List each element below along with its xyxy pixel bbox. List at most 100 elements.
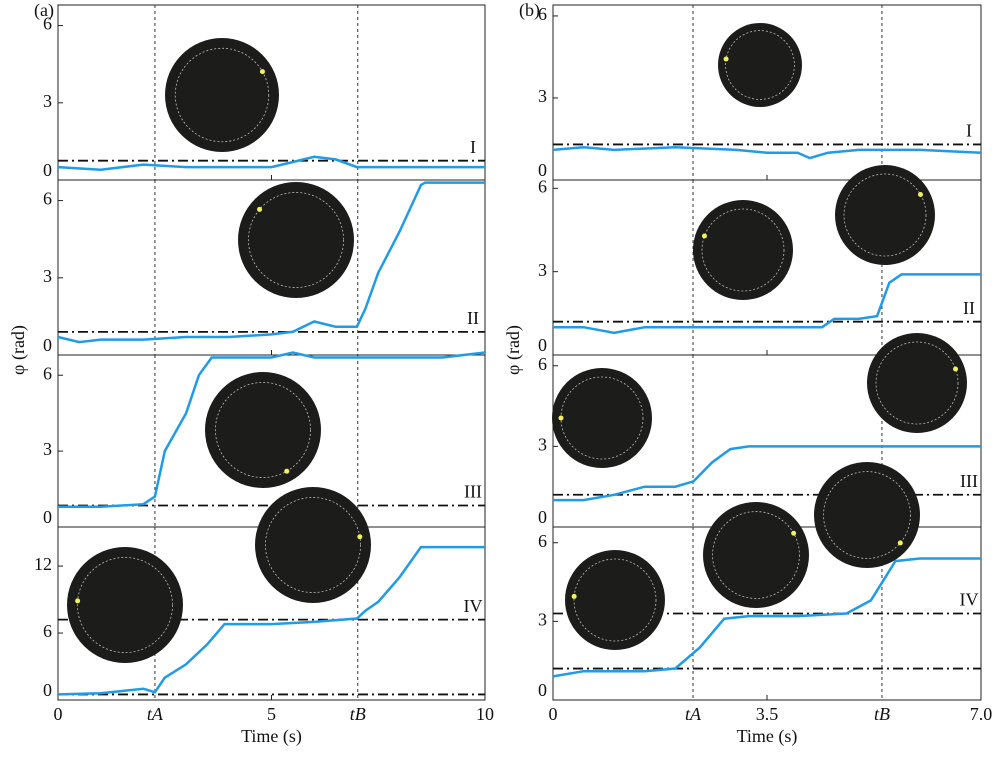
inset-disc	[867, 333, 967, 433]
inset-image	[67, 547, 183, 663]
inset-particle	[284, 468, 290, 474]
x-tick-label: 5	[267, 704, 276, 724]
inset-particle	[571, 593, 577, 599]
x-tick-label: tA	[147, 704, 164, 724]
y-tick-label: 3	[43, 91, 52, 111]
y-tick-label: 3	[43, 266, 52, 286]
panel-annotation: I	[966, 121, 972, 141]
panel-annotation: IV	[464, 596, 483, 616]
y-tick-label: 6	[43, 363, 52, 383]
inset-image	[552, 368, 652, 468]
inset-disc	[703, 502, 809, 608]
x-axis-label: Time (s)	[737, 726, 798, 747]
inset-particle	[257, 206, 263, 212]
inset-track	[712, 511, 800, 599]
x-tick-label: 0	[54, 704, 63, 724]
x-tick-label: 10	[476, 704, 494, 724]
y-axis-label: φ (rad)	[8, 325, 29, 375]
inset-disc	[814, 462, 920, 568]
inset-disc	[255, 487, 371, 603]
inset-disc	[238, 182, 354, 298]
inset-disc	[693, 200, 793, 300]
y-tick-label: 3	[538, 260, 547, 280]
inset-image	[835, 165, 935, 265]
inset-track	[823, 471, 911, 559]
x-tick-label: tB	[350, 704, 366, 724]
inset-track	[701, 208, 785, 292]
inset-track	[843, 173, 927, 257]
phase-line	[57, 181, 485, 344]
x-tick-label: 7.0	[970, 704, 993, 724]
y-tick-label: 3	[538, 86, 547, 106]
x-tick-label: 0	[549, 704, 558, 724]
inset-disc	[718, 23, 802, 107]
inset-disc	[835, 165, 935, 265]
phase-line	[57, 545, 485, 696]
inset-track	[265, 497, 361, 593]
inset-image	[238, 182, 354, 298]
panel-label: (b)	[519, 0, 540, 21]
inset-particle	[357, 534, 363, 540]
panel-annotation: II	[963, 298, 975, 318]
inset-track	[248, 192, 344, 288]
x-tick-label: 3.5	[756, 704, 779, 724]
panel-annotation: II	[467, 308, 479, 328]
panel-annotation: III	[960, 471, 978, 491]
x-tick-label: tB	[874, 704, 890, 724]
inset-image	[867, 333, 967, 433]
panel-label: (a)	[34, 0, 54, 21]
y-tick-label: 0	[43, 335, 52, 355]
y-axis-label: φ (rad)	[503, 325, 524, 375]
inset-particle	[558, 415, 564, 421]
inset-image	[255, 487, 371, 603]
inset-track	[573, 558, 657, 642]
y-tick-label: 6	[43, 189, 52, 209]
inset-image	[703, 502, 809, 608]
inset-track	[174, 47, 270, 143]
x-tick-label: tA	[685, 704, 702, 724]
inset-image	[205, 372, 321, 488]
phase-line	[553, 273, 981, 335]
y-tick-label: 0	[538, 680, 547, 700]
inset-particle	[918, 192, 924, 197]
y-tick-label: 0	[538, 160, 547, 180]
inset-particle	[259, 69, 265, 75]
inset-track	[875, 341, 959, 425]
inset-disc	[165, 38, 279, 152]
panel-annotation: IV	[960, 590, 979, 610]
phase-line	[57, 155, 485, 171]
panel-annotation: I	[470, 137, 476, 157]
phase-line	[552, 557, 981, 678]
inset-particle	[791, 530, 797, 536]
y-tick-label: 0	[538, 335, 547, 355]
y-tick-label: 6	[538, 354, 547, 374]
inset-disc	[67, 547, 183, 663]
inset-particle	[75, 598, 81, 604]
phase-line	[553, 445, 981, 502]
inset-particle	[701, 233, 707, 239]
inset-track	[725, 30, 795, 100]
y-tick-label: 0	[538, 507, 547, 527]
inset-image	[165, 38, 279, 152]
inset-disc	[565, 550, 665, 650]
y-tick-label: 0	[43, 680, 52, 700]
panel-annotation: III	[464, 482, 482, 502]
inset-image	[693, 200, 793, 300]
inset-image	[565, 550, 665, 650]
inset-track	[215, 382, 311, 478]
y-tick-label: 3	[538, 435, 547, 455]
inset-track	[77, 557, 173, 653]
inset-disc	[552, 368, 652, 468]
phase-line	[552, 145, 982, 160]
y-tick-label: 0	[43, 507, 52, 527]
phase-line	[58, 351, 486, 509]
y-tick-label: 12	[34, 554, 52, 574]
y-tick-label: 0	[43, 160, 52, 180]
inset-particle	[723, 56, 729, 62]
y-tick-label: 6	[43, 621, 52, 641]
y-tick-label: 6	[538, 4, 547, 24]
inset-particle	[897, 540, 903, 546]
y-tick-label: 3	[43, 439, 52, 459]
inset-image	[814, 462, 920, 568]
